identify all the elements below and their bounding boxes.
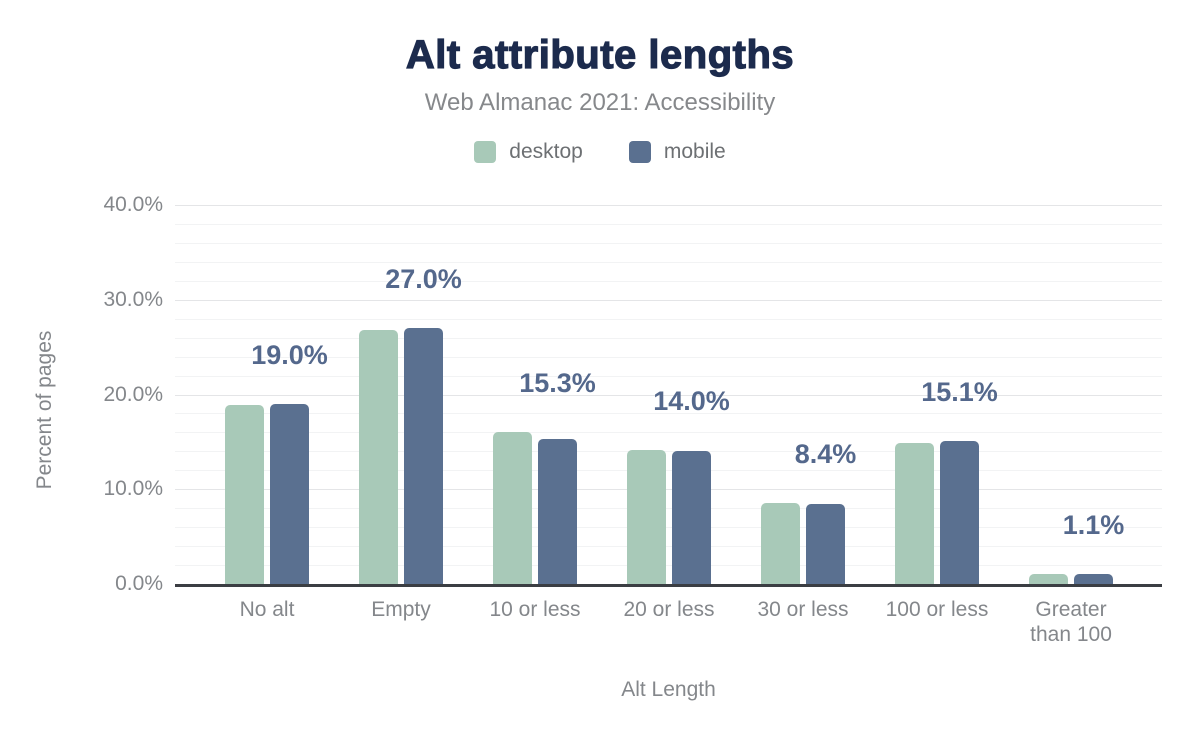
gridline	[175, 565, 1162, 567]
value-label-greater-than-100: 1.1%	[1062, 509, 1125, 540]
bar-desktop-20-or-less[interactable]	[627, 450, 666, 584]
bar-mobile-10-or-less[interactable]	[538, 439, 577, 584]
gridline	[175, 413, 1162, 415]
gridline	[175, 451, 1162, 453]
value-label-10-or-less: 15.3%	[519, 368, 596, 399]
gridline	[175, 205, 1162, 206]
gridline	[175, 527, 1162, 529]
gridline	[175, 394, 1162, 396]
gridline	[175, 299, 1162, 301]
gridline	[175, 318, 1162, 320]
x-axis-title: Alt Length	[621, 678, 716, 701]
x-tick-label-empty: Empty	[371, 598, 431, 621]
value-label-30-or-less: 8.4%	[794, 439, 857, 470]
bar-desktop-100-or-less[interactable]	[895, 442, 934, 584]
value-label-20-or-less: 14.0%	[653, 386, 730, 417]
gridline	[175, 242, 1162, 244]
legend-swatch-desktop	[474, 141, 497, 163]
gridline	[175, 356, 1162, 358]
gridline	[175, 223, 1162, 225]
x-tick-label-30-or-less: 30 or less	[757, 598, 849, 621]
legend-label-desktop: desktop	[509, 140, 583, 163]
x-tick-label-20-or-less: 20 or less	[623, 598, 715, 621]
gridline	[175, 508, 1162, 510]
gridline	[175, 337, 1162, 339]
y-tick-label: 20.0%	[103, 382, 163, 406]
gridline	[175, 280, 1162, 282]
gridline	[175, 470, 1162, 472]
legend-swatch-mobile	[628, 141, 651, 163]
value-label-empty: 27.0%	[385, 264, 462, 295]
value-label-no-alt: 19.0%	[251, 339, 328, 370]
gridline	[175, 546, 1162, 548]
bar-desktop-greater-than-100[interactable]	[1029, 573, 1068, 584]
bar-desktop-empty[interactable]	[359, 330, 398, 584]
x-tick-label-100-or-less: 100 or less	[885, 598, 989, 621]
bar-mobile-30-or-less[interactable]	[806, 504, 845, 584]
x-axis-line	[175, 584, 1162, 587]
bar-mobile-no-alt[interactable]	[270, 403, 309, 584]
gridline	[175, 489, 1162, 491]
bar-mobile-empty[interactable]	[404, 328, 443, 584]
legend-item-mobile[interactable]: mobile	[628, 140, 726, 164]
x-tick-label-no-alt: No alt	[239, 598, 295, 621]
x-tick-label-10-or-less: 10 or less	[489, 598, 581, 621]
legend: desktop mobile	[0, 140, 1200, 164]
bar-mobile-100-or-less[interactable]	[940, 440, 979, 584]
legend-item-desktop[interactable]: desktop	[474, 140, 583, 164]
y-tick-label: 40.0%	[103, 193, 163, 216]
y-tick-label: 10.0%	[103, 477, 163, 501]
gridline	[175, 432, 1162, 434]
y-tick-label: 0.0%	[115, 572, 163, 595]
legend-label-mobile: mobile	[663, 140, 726, 163]
gridline	[175, 261, 1162, 263]
bar-desktop-30-or-less[interactable]	[761, 503, 800, 584]
bar-mobile-greater-than-100[interactable]	[1074, 573, 1113, 584]
y-tick-label: 30.0%	[103, 287, 163, 311]
x-tick-label-greater-than-100: Greater than 100	[1030, 598, 1112, 646]
chart-title: Alt attribute lengths	[405, 32, 795, 77]
bar-mobile-20-or-less[interactable]	[672, 451, 711, 584]
value-label-100-or-less: 15.1%	[921, 376, 998, 407]
chart-subtitle: Web Almanac 2021: Accessibility	[424, 89, 776, 116]
bar-desktop-10-or-less[interactable]	[493, 432, 532, 584]
bar-desktop-no-alt[interactable]	[225, 404, 264, 584]
gridline	[175, 375, 1162, 377]
